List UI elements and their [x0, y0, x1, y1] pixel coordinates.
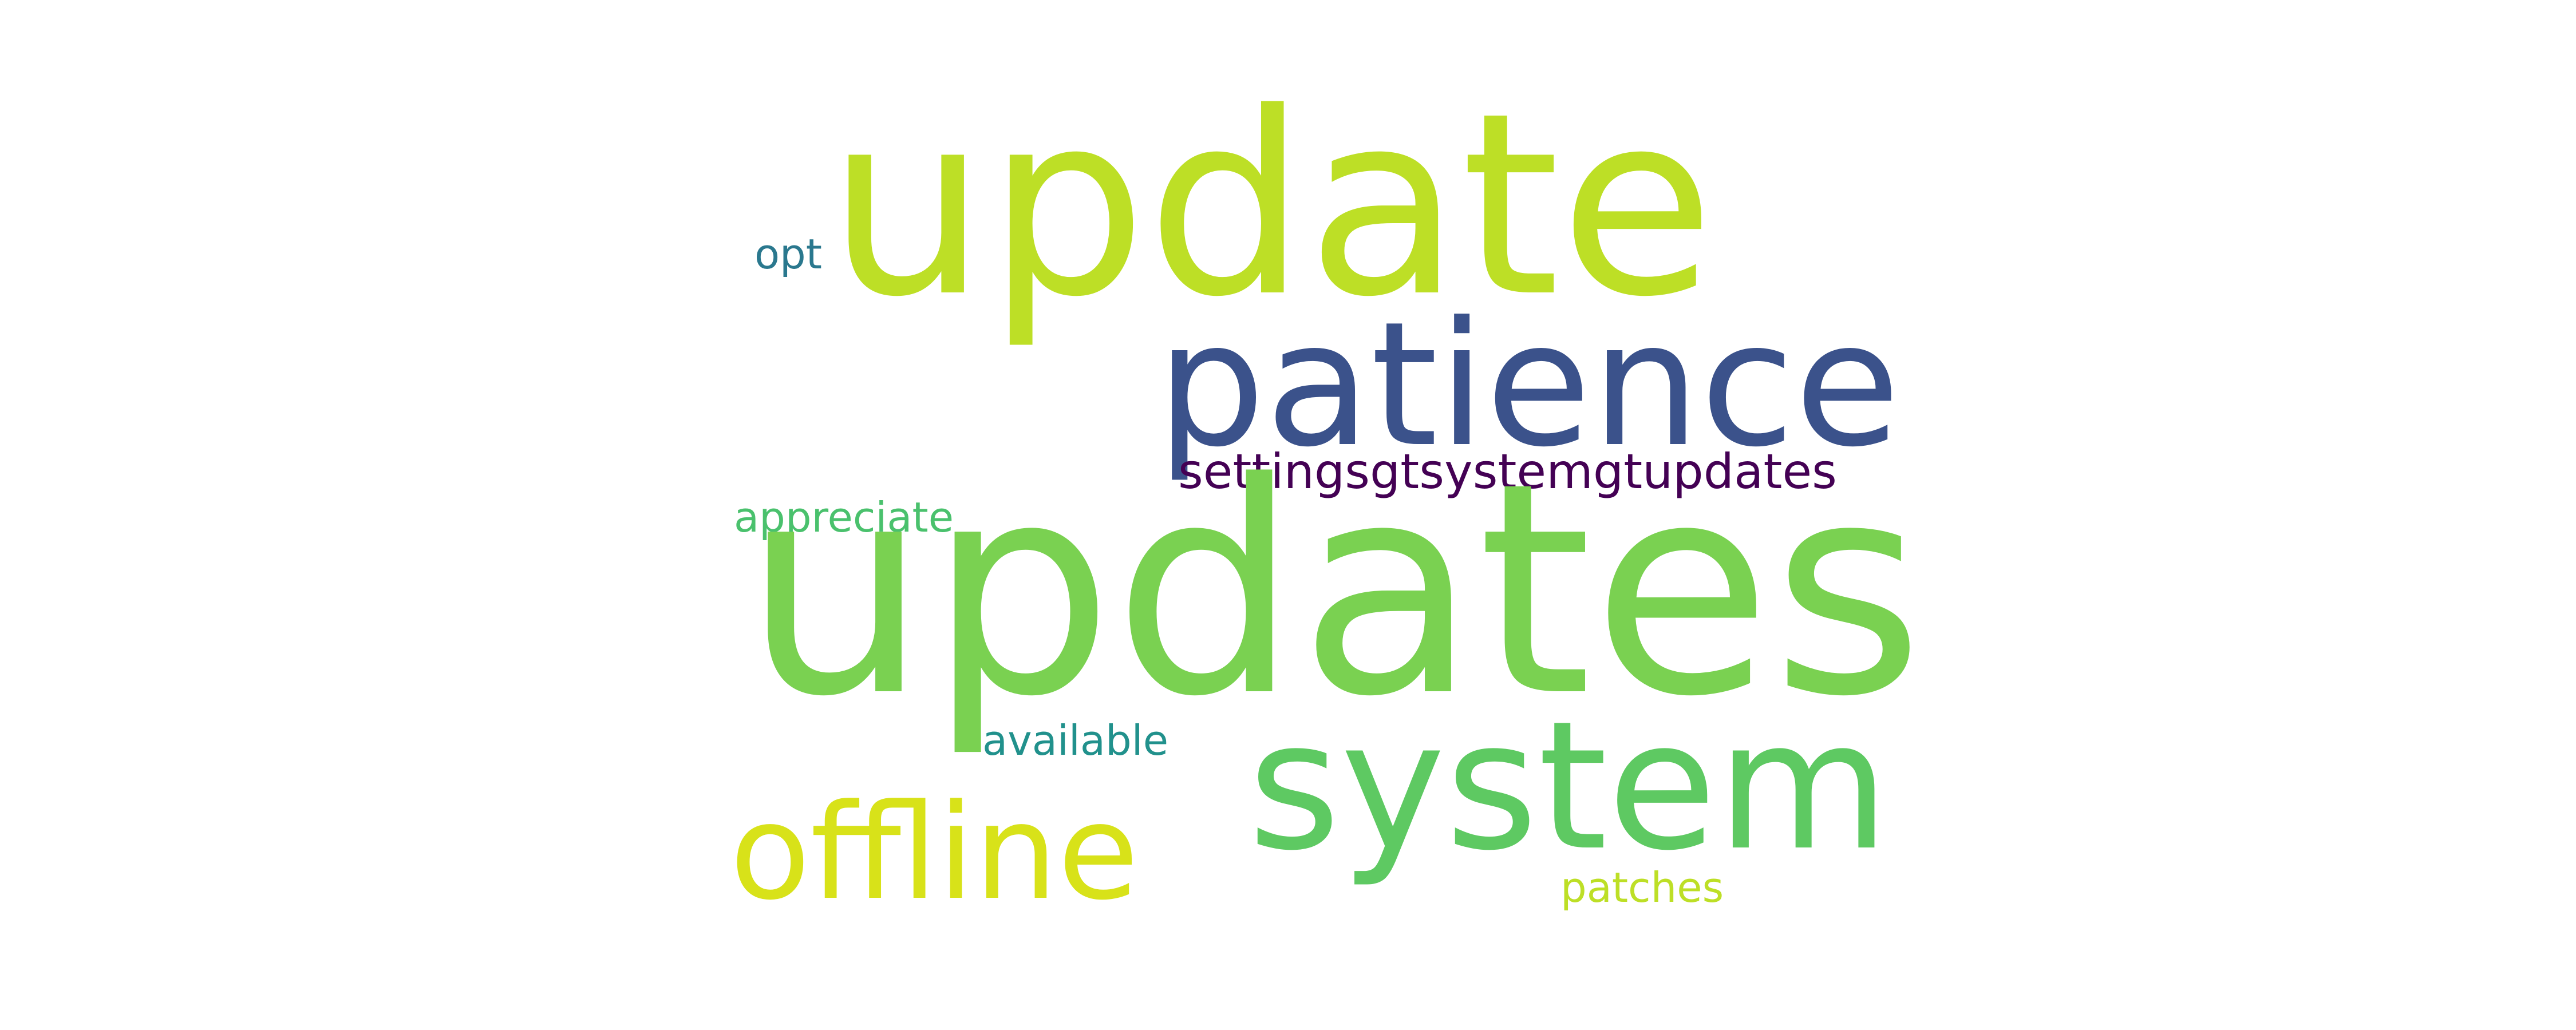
word-update: update — [827, 58, 1715, 352]
word-opt: opt — [754, 230, 822, 279]
word-patches: patches — [1560, 863, 1724, 912]
word-updates: updates — [743, 421, 1924, 760]
word-system: system — [1248, 683, 1890, 890]
word-available: available — [982, 716, 1168, 765]
word-offline: offline — [730, 777, 1139, 930]
word-patience: patience — [1156, 285, 1901, 485]
word-appreciate: appreciate — [734, 493, 954, 542]
word-settingsgtsystemgtupdates: settingsgtsystemgtupdates — [1178, 443, 1837, 500]
